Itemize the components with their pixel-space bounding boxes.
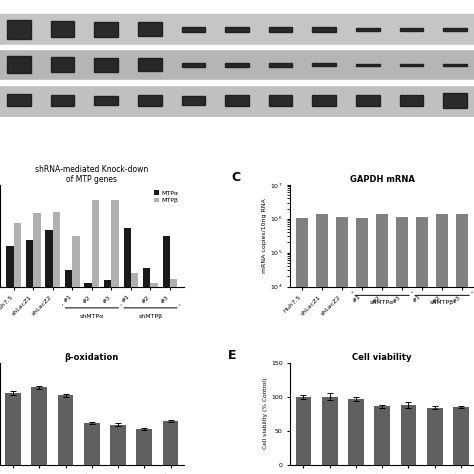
Text: E: E [228,348,237,362]
Bar [6,246,14,287]
Bar [356,95,380,106]
Y-axis label: mRNA copies/10ng RNA: mRNA copies/10ng RNA [262,198,267,273]
Bar [7,20,31,38]
Bar [312,63,336,66]
Title: shRNA-mediated Knock-down
of MTP genes: shRNA-mediated Knock-down of MTP genes [35,164,148,184]
Legend: MTPα, MTPβ: MTPα, MTPβ [151,188,181,206]
Bar [316,214,328,474]
Bar [443,93,467,108]
Bar [0,14,474,45]
Title: β-oxidation: β-oxidation [65,353,119,362]
Bar [400,64,423,66]
Bar [400,95,423,106]
Bar [376,214,388,474]
Bar [427,408,443,465]
Bar [269,27,292,32]
Bar [322,397,337,465]
Bar [92,200,99,287]
Bar [312,27,336,32]
Bar [336,217,348,474]
Bar [58,395,73,465]
Bar [356,218,368,474]
Bar [374,406,390,465]
Bar [7,94,31,106]
Bar [138,22,162,36]
Bar [14,223,21,287]
Bar [0,49,474,81]
Bar [111,200,119,287]
Bar [110,425,126,465]
Bar [163,236,170,287]
Bar [94,96,118,105]
Bar [225,63,249,67]
Bar [443,64,467,66]
Bar [143,268,150,287]
Bar [51,95,74,106]
Bar [104,281,111,287]
Bar [269,63,292,67]
Bar [416,217,428,474]
Bar [26,240,33,287]
Bar [348,400,364,465]
Bar [296,218,308,474]
Bar [138,95,162,106]
Bar [400,28,423,31]
Bar [401,405,416,465]
Bar [46,229,53,287]
Bar [269,95,292,106]
Bar [182,27,205,32]
Bar [131,273,138,287]
Bar [65,270,73,287]
Bar [51,21,74,37]
Bar [7,56,31,73]
Bar [53,212,60,287]
Title: Cell viability: Cell viability [352,353,412,362]
Bar [51,57,74,73]
Bar [94,22,118,37]
Text: C: C [231,171,241,183]
Bar [73,236,80,287]
Bar [356,28,380,31]
Bar [453,407,469,465]
Bar [182,63,205,67]
Bar [163,421,179,465]
Bar [31,387,47,465]
Bar [94,58,118,72]
Bar [436,214,448,474]
Bar [456,214,468,474]
Bar [84,283,92,287]
Bar [396,217,408,474]
Bar [295,397,311,465]
Text: shMTPα: shMTPα [370,300,394,305]
Bar [0,85,474,116]
Bar [138,58,162,71]
Bar [225,27,249,32]
Title: GAPDH mRNA: GAPDH mRNA [350,175,415,184]
Bar [312,95,336,106]
Bar [0,45,474,49]
Y-axis label: Cell viability (% Control): Cell viability (% Control) [263,378,268,449]
Text: shMTPβ: shMTPβ [430,300,454,305]
Bar [443,28,467,31]
Bar [124,228,131,287]
Bar [137,428,152,465]
Bar [33,213,41,287]
Bar [150,283,158,287]
Bar [0,81,474,85]
Bar [182,96,205,105]
Text: shMTPβ: shMTPβ [138,314,163,319]
Bar [84,423,100,465]
Bar [225,95,249,106]
Bar [170,279,177,287]
Bar [356,64,380,66]
Text: shMTPα: shMTPα [80,314,104,319]
Bar [5,393,21,465]
